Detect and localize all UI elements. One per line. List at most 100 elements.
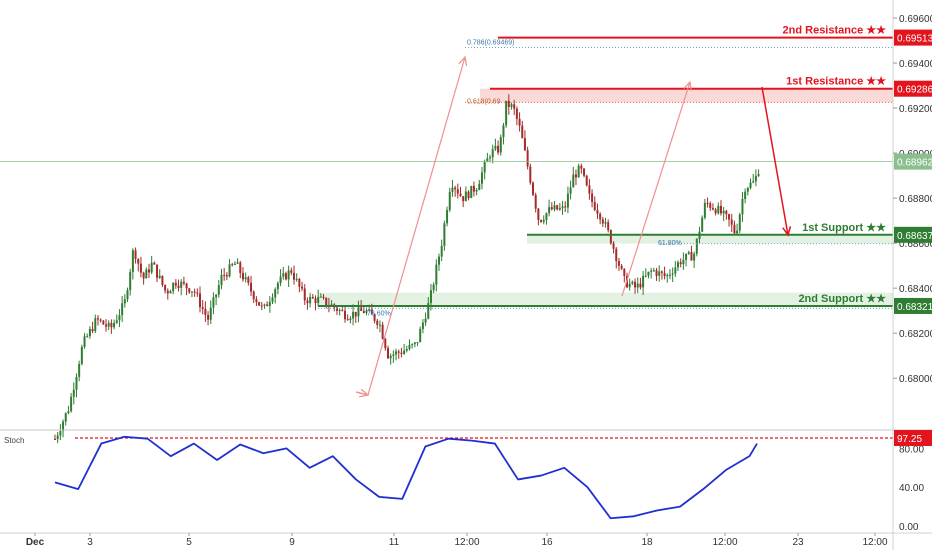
y-tick-label: 0.68800 <box>899 194 932 205</box>
candle-body <box>588 185 591 194</box>
candle-body <box>738 214 741 231</box>
candle-body <box>241 272 244 280</box>
x-tick-label: 5 <box>186 537 192 548</box>
candle-body <box>287 270 290 280</box>
candle-body <box>668 274 671 276</box>
candle-body <box>416 342 419 344</box>
candle-body <box>448 191 451 211</box>
candle-body <box>236 262 239 264</box>
candle-body <box>386 348 389 359</box>
candle-body <box>255 299 258 302</box>
y-tick-label: 0.68000 <box>899 374 932 385</box>
candle-body <box>757 174 760 176</box>
candle-body <box>158 275 161 278</box>
candle-body <box>166 290 169 294</box>
candle-body <box>730 219 733 225</box>
candle-body <box>139 263 142 273</box>
candle-body <box>682 259 685 265</box>
candle-body <box>346 319 349 321</box>
candle-body <box>725 210 728 215</box>
candle-body <box>295 278 298 280</box>
candle-body <box>636 283 639 288</box>
candle-body <box>96 318 99 320</box>
candle-body <box>180 281 183 288</box>
candle-body <box>435 264 438 285</box>
candle-body <box>172 282 175 292</box>
candle-body <box>679 262 682 265</box>
candle-body <box>413 342 416 345</box>
resistance-zone <box>480 88 893 103</box>
candle-body <box>400 352 403 354</box>
candle-body <box>566 193 569 208</box>
candle-body <box>650 270 653 272</box>
candle-body <box>268 301 271 307</box>
candle-body <box>408 344 411 350</box>
candle-body <box>491 149 494 158</box>
candle-body <box>497 145 500 153</box>
candle-body <box>113 322 116 328</box>
candle-body <box>282 273 285 277</box>
candle-body <box>628 283 631 288</box>
candle-body <box>652 270 655 272</box>
candle-body <box>207 315 210 320</box>
candle-body <box>182 281 185 284</box>
candle-body <box>556 205 559 210</box>
candle-body <box>118 315 121 321</box>
current-price-tag: 0.68962 <box>897 158 932 169</box>
stoch-tick-label: 0.00 <box>899 522 919 533</box>
candle-body <box>62 421 65 432</box>
candle-body <box>548 207 551 214</box>
candle-body <box>169 291 172 294</box>
candle-body <box>550 207 553 210</box>
candle-body <box>540 219 543 222</box>
candle-body <box>279 276 282 284</box>
candle-body <box>317 296 320 304</box>
level-price-tag-bg <box>894 297 932 314</box>
candle-body <box>744 191 747 200</box>
candle-body <box>121 303 124 316</box>
candle-body <box>456 189 459 194</box>
candle-body <box>102 320 105 325</box>
candle-body <box>701 217 704 232</box>
candle-body <box>384 338 387 349</box>
x-tick-label: Dec <box>26 537 45 548</box>
projection-arrow-up-2 <box>621 81 691 297</box>
candle-body <box>690 252 693 261</box>
candle-body <box>615 248 618 262</box>
candle-body <box>344 310 347 320</box>
candle-body <box>301 286 304 289</box>
candle-body <box>223 274 226 276</box>
candle-body <box>620 265 623 269</box>
candle-body <box>478 183 481 191</box>
x-tick-label: 3 <box>87 537 93 548</box>
candle-body <box>212 297 215 308</box>
candle-body <box>687 252 690 254</box>
candle-body <box>107 322 110 327</box>
candle-body <box>510 104 513 107</box>
candle-body <box>311 296 314 299</box>
candle-body <box>526 150 529 167</box>
candle-body <box>443 223 446 246</box>
level-price-tag: 0.69513 <box>897 34 932 45</box>
candle-body <box>631 281 634 284</box>
candle-body <box>609 230 612 244</box>
candle-body <box>403 350 406 354</box>
candle-body <box>244 277 247 280</box>
candle-body <box>352 311 355 319</box>
candle-body <box>368 309 371 311</box>
level-price-tag-bg <box>894 29 932 46</box>
candle-body <box>513 104 516 109</box>
candle-body <box>392 354 395 356</box>
candle-body <box>91 328 94 332</box>
candle-body <box>607 222 610 231</box>
candle-body <box>583 168 586 176</box>
candle-body <box>440 245 443 257</box>
candle-body <box>706 202 709 204</box>
x-tick-label: 11 <box>389 537 400 548</box>
candle-body <box>137 258 140 264</box>
candle-body <box>373 314 376 321</box>
stoch-tick-label: 40.00 <box>899 483 924 494</box>
candle-body <box>405 349 408 351</box>
candle-body <box>56 435 59 440</box>
candle-body <box>574 174 577 178</box>
